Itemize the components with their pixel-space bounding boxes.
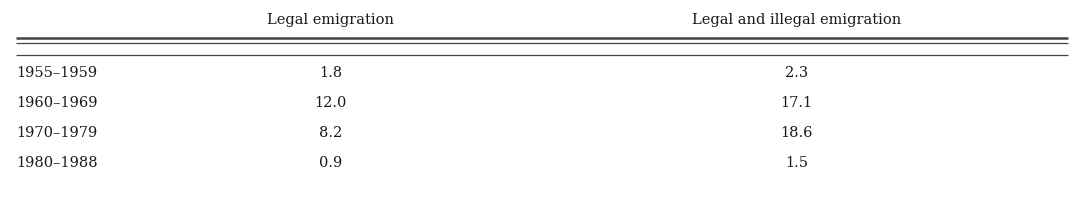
- Text: 1970–1979: 1970–1979: [16, 126, 98, 140]
- Text: 8.2: 8.2: [319, 126, 343, 140]
- Text: 12.0: 12.0: [314, 96, 347, 110]
- Text: 1.8: 1.8: [319, 66, 343, 80]
- Text: 1980–1988: 1980–1988: [16, 156, 98, 170]
- Text: 0.9: 0.9: [319, 156, 343, 170]
- Text: Legal emigration: Legal emigration: [267, 13, 395, 27]
- Text: 2.3: 2.3: [785, 66, 809, 80]
- Text: 1960–1969: 1960–1969: [16, 96, 98, 110]
- Text: Legal and illegal emigration: Legal and illegal emigration: [692, 13, 902, 27]
- Text: 17.1: 17.1: [780, 96, 813, 110]
- Text: 18.6: 18.6: [780, 126, 813, 140]
- Text: 1955–1959: 1955–1959: [16, 66, 98, 80]
- Text: 1.5: 1.5: [785, 156, 809, 170]
